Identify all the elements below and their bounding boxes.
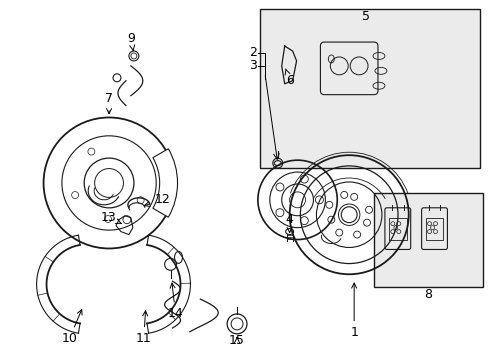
Text: 6: 6 [285,69,293,87]
Text: 1: 1 [349,283,357,339]
Wedge shape [153,149,177,217]
Text: 11: 11 [136,311,151,345]
Text: 10: 10 [61,310,82,345]
Text: 3: 3 [248,59,256,72]
Bar [425,218,443,239]
Bar [373,193,482,287]
Bar [259,9,479,168]
Text: 5: 5 [361,10,369,23]
Text: 2: 2 [248,46,256,59]
Bar [388,218,406,239]
Text: 9: 9 [127,32,135,50]
Text: 4: 4 [285,213,293,233]
Text: 13: 13 [100,211,121,224]
Text: 12: 12 [144,193,170,207]
Text: 7: 7 [105,92,113,114]
Text: 14: 14 [167,283,183,320]
Text: 8: 8 [424,288,432,301]
Text: 15: 15 [229,334,244,347]
